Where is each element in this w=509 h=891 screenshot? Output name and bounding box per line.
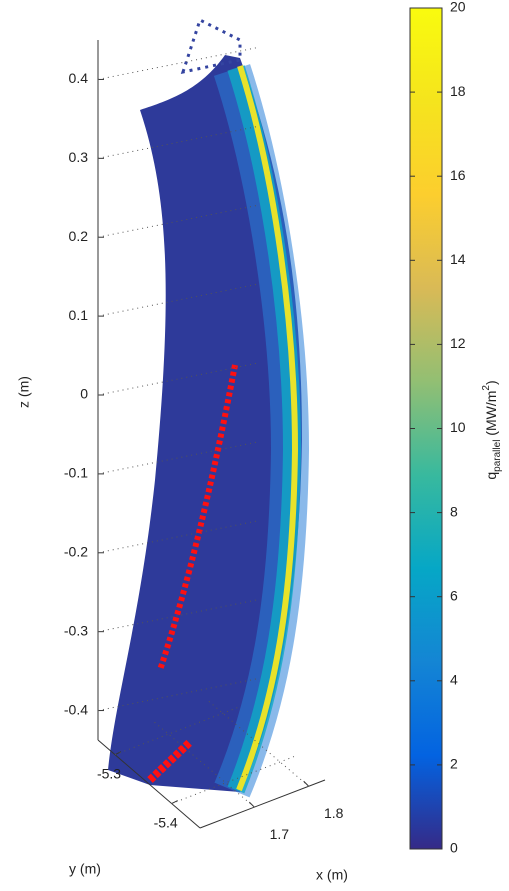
x-tick-label: 1.8 <box>324 805 344 821</box>
grid-line <box>97 283 259 317</box>
y-tick <box>114 751 122 756</box>
colorbar-tick-label: 14 <box>450 251 466 267</box>
z-axis-label: z (m) <box>16 376 32 408</box>
grid-line <box>208 700 310 787</box>
z-tick-label: -0.3 <box>64 622 88 638</box>
grid-line <box>97 362 259 396</box>
colorbar-tick-label: 16 <box>450 167 466 183</box>
grid-line <box>97 204 259 238</box>
y-tick-label: -5.3 <box>97 765 121 781</box>
grid-line <box>97 441 259 475</box>
colorbar-tick-label: 8 <box>450 503 458 519</box>
colorbar-tick-label: 6 <box>450 587 458 603</box>
y-tick <box>171 800 178 805</box>
grid-line <box>97 599 259 633</box>
x-axis-label: x (m) <box>316 867 348 883</box>
z-tick-label: 0.4 <box>69 70 89 86</box>
z-tick-label: 0.2 <box>69 228 89 244</box>
colorbar-tick-label: 18 <box>450 83 466 99</box>
surface <box>108 17 310 798</box>
grid-line <box>97 46 259 80</box>
colorbar-tick-label: 2 <box>450 756 458 772</box>
y-axis-label: y (m) <box>69 861 101 877</box>
z-tick-label: -0.1 <box>64 465 88 481</box>
y-tick-label: -5.4 <box>154 814 178 830</box>
z-tick-label: 0.3 <box>69 149 89 165</box>
z-tick-label: 0 <box>80 386 88 402</box>
colorbar-tick-label: 4 <box>450 672 458 688</box>
z-tick-label: -0.4 <box>64 701 88 717</box>
colorbar-tick-label: 0 <box>450 840 458 856</box>
grid-line <box>97 678 259 712</box>
x-tick-label: 1.7 <box>270 826 290 842</box>
x-axis <box>199 779 326 829</box>
colorbar-tick-label: 10 <box>450 419 466 435</box>
z-tick-label: 0.1 <box>69 307 89 323</box>
grid-line <box>97 520 259 554</box>
colorbar-label: qparallel (MW/m2) <box>481 380 503 479</box>
colorbar-tick-label: 20 <box>450 0 466 15</box>
grid-line <box>97 125 259 159</box>
z-tick-label: -0.2 <box>64 543 88 559</box>
colorbar-tick-label: 12 <box>450 335 466 351</box>
grid-line <box>154 721 255 808</box>
